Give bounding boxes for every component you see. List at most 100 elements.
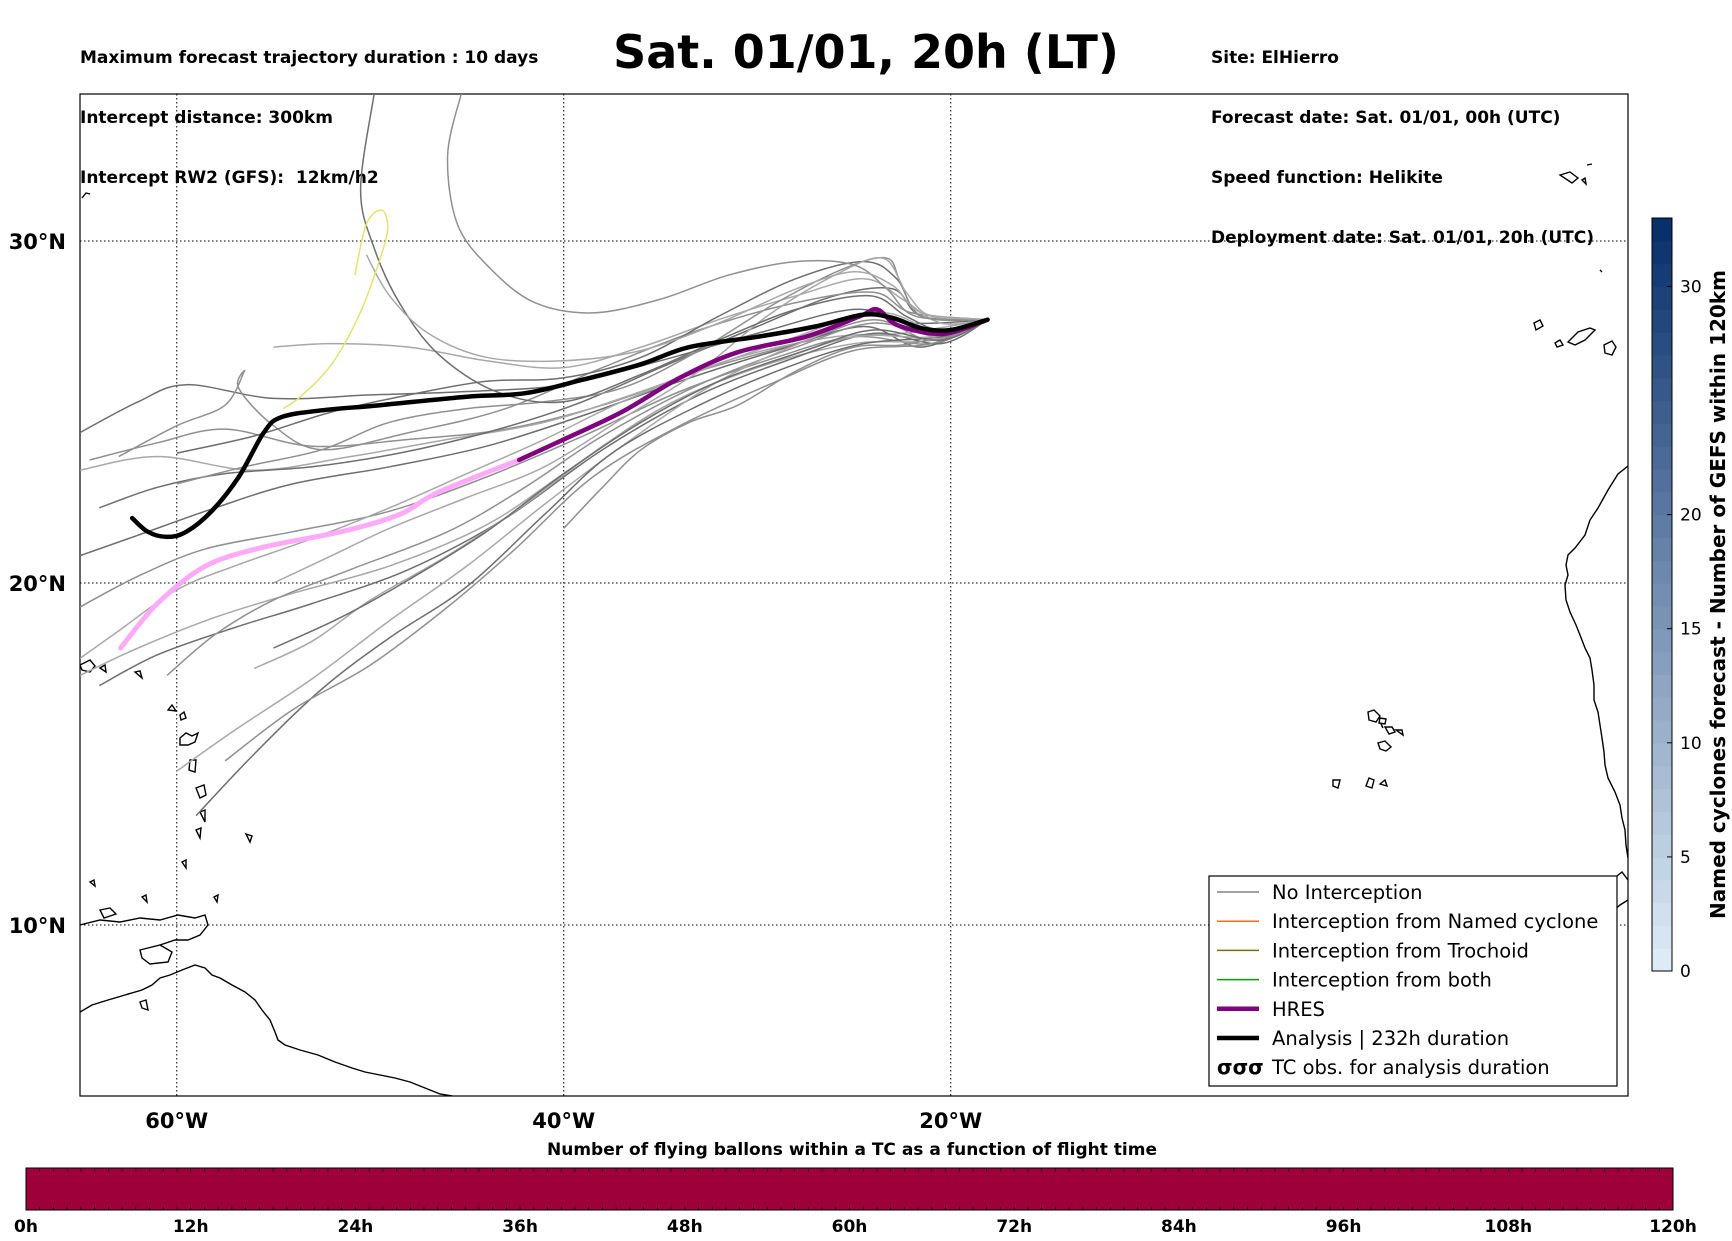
gefs-trajectory bbox=[563, 318, 988, 529]
gefs-trajectory bbox=[118, 291, 988, 458]
colorbar-step bbox=[1652, 514, 1672, 539]
colorbar-tick-label: 30 bbox=[1680, 277, 1702, 297]
latitude-tick-label: 20°N bbox=[9, 572, 66, 596]
leeward-island bbox=[98, 663, 107, 674]
venezuela-coast bbox=[80, 914, 209, 946]
madeira-island bbox=[1558, 171, 1580, 184]
gefs-trajectory bbox=[365, 254, 988, 363]
legend-box bbox=[1208, 875, 1618, 1087]
gefs-trajectory-yellow bbox=[282, 209, 389, 410]
bottom-colorbar-tick-label: 96h bbox=[1326, 1217, 1362, 1237]
canary-island bbox=[1603, 340, 1617, 356]
latitude-tick-label: 30°N bbox=[9, 230, 66, 254]
colorbar-step bbox=[1652, 354, 1672, 379]
bottom-colorbar-tick-label: 0h bbox=[14, 1217, 38, 1237]
africa-coast bbox=[1564, 465, 1628, 859]
bottom-colorbar-tick-label: 72h bbox=[996, 1217, 1032, 1237]
header-right-line: Speed function: Helikite bbox=[1211, 168, 1443, 188]
header-right-line: Deployment date: Sat. 01/01, 20h (UTC) bbox=[1211, 228, 1595, 248]
leeward-island bbox=[166, 703, 178, 712]
colorbar-step bbox=[1652, 218, 1672, 242]
madeira-island bbox=[1580, 176, 1588, 187]
header-left-line: Intercept RW2 (GFS): 12km/h2 bbox=[80, 168, 379, 188]
legend-label: Analysis | 232h duration bbox=[1272, 1027, 1509, 1050]
leeward-island bbox=[213, 893, 219, 905]
gefs-trajectory bbox=[273, 319, 988, 649]
gefs-trajectory bbox=[80, 319, 988, 557]
gefs-trajectory bbox=[80, 312, 988, 659]
bottom-colorbar-fill bbox=[25, 1167, 1674, 1211]
tc-obs-legend-icon: σσσ bbox=[1217, 1055, 1264, 1079]
hres-trajectory bbox=[516, 306, 990, 463]
colorbar-step bbox=[1652, 537, 1672, 561]
trajectory-layer bbox=[80, 94, 990, 817]
cape-verde-island bbox=[1332, 779, 1341, 789]
trinidad-coast bbox=[139, 944, 173, 965]
leeward-island bbox=[98, 907, 118, 919]
bottom-colorbar-tick-label: 12h bbox=[173, 1217, 209, 1237]
legend-label: Interception from Named cyclone bbox=[1272, 910, 1598, 933]
cape-verde-island bbox=[1378, 778, 1389, 788]
colorbar-step bbox=[1652, 605, 1672, 630]
bottom-colorbar-tick-label: 48h bbox=[667, 1217, 703, 1237]
cape-verde-island bbox=[1383, 726, 1397, 735]
map-legend: No Interception Interception from Named c… bbox=[1208, 875, 1618, 1087]
gefs-trajectory bbox=[98, 319, 988, 687]
leeward-island bbox=[188, 759, 197, 773]
colorbar-tick-label: 20 bbox=[1680, 506, 1702, 526]
colorbar-step bbox=[1652, 332, 1672, 356]
colorbar-step bbox=[1652, 263, 1672, 288]
bottom-colorbar-tick-label: 84h bbox=[1161, 1217, 1197, 1237]
colorbar-tick-label: 15 bbox=[1680, 620, 1702, 640]
cape-verde-island bbox=[1380, 723, 1384, 729]
bottom-colorbar-title: Number of flying ballons within a TC as … bbox=[547, 1140, 1157, 1160]
gefs-trajectory bbox=[166, 318, 988, 676]
latitude-tick-label: 10°N bbox=[9, 914, 66, 938]
colorbar-step bbox=[1652, 469, 1672, 493]
leeward-island bbox=[88, 878, 96, 888]
bottom-colorbar-tick-label: 108h bbox=[1485, 1217, 1533, 1237]
colorbar-step bbox=[1652, 491, 1672, 516]
colorbar-step bbox=[1652, 286, 1672, 310]
header-right-line: Forecast date: Sat. 01/01, 00h (UTC) bbox=[1211, 108, 1561, 128]
canary-island bbox=[1533, 319, 1544, 332]
colorbar-step bbox=[1652, 377, 1672, 402]
header-right-line: Site: ElHierro bbox=[1211, 48, 1339, 68]
colorbar-step bbox=[1652, 788, 1672, 812]
longitude-tick-label: 60°W bbox=[145, 1109, 208, 1133]
colorbar-step bbox=[1652, 720, 1672, 744]
bottom-colorbar-tick-label: 60h bbox=[832, 1217, 868, 1237]
colorbar-step bbox=[1652, 879, 1672, 904]
gefs-trajectory bbox=[80, 318, 988, 677]
gefs-trajectory bbox=[80, 318, 988, 471]
legend-label: Interception from Trochoid bbox=[1272, 939, 1529, 962]
cape-verde-island bbox=[1367, 709, 1381, 723]
colorbar-tick-label: 10 bbox=[1680, 734, 1702, 754]
header-info-left: Maximum forecast trajectory duration : 1… bbox=[80, 8, 538, 208]
analysis-trajectory bbox=[129, 311, 990, 540]
leeward-island bbox=[179, 710, 187, 721]
legend-label: Interception from both bbox=[1272, 969, 1492, 992]
leeward-island bbox=[195, 826, 202, 841]
canary-island bbox=[1554, 339, 1565, 348]
graticule bbox=[80, 94, 1628, 1096]
leeward-island bbox=[180, 858, 187, 871]
gefs-trajectory bbox=[359, 94, 988, 404]
cape-verde-island bbox=[1393, 729, 1405, 737]
canary-island bbox=[1566, 327, 1597, 346]
colorbar-tick-label: 0 bbox=[1680, 962, 1691, 982]
gefs-trajectory bbox=[89, 318, 988, 461]
colorbar-step bbox=[1652, 925, 1672, 949]
colorbar-tick-label: 5 bbox=[1680, 848, 1691, 868]
cape-verde-island bbox=[1378, 717, 1387, 725]
leeward-island bbox=[81, 192, 91, 199]
leeward-island bbox=[199, 808, 206, 823]
longitude-tick-label: 40°W bbox=[532, 1109, 595, 1133]
legend-label: HRES bbox=[1272, 998, 1325, 1021]
map-title: Sat. 01/01, 20h (LT) bbox=[613, 25, 1119, 79]
bottom-colorbar-tick-label: 120h bbox=[1649, 1217, 1697, 1237]
colorbar-step bbox=[1652, 902, 1672, 926]
colorbar-step bbox=[1652, 628, 1672, 653]
colorbar-step bbox=[1652, 309, 1672, 333]
